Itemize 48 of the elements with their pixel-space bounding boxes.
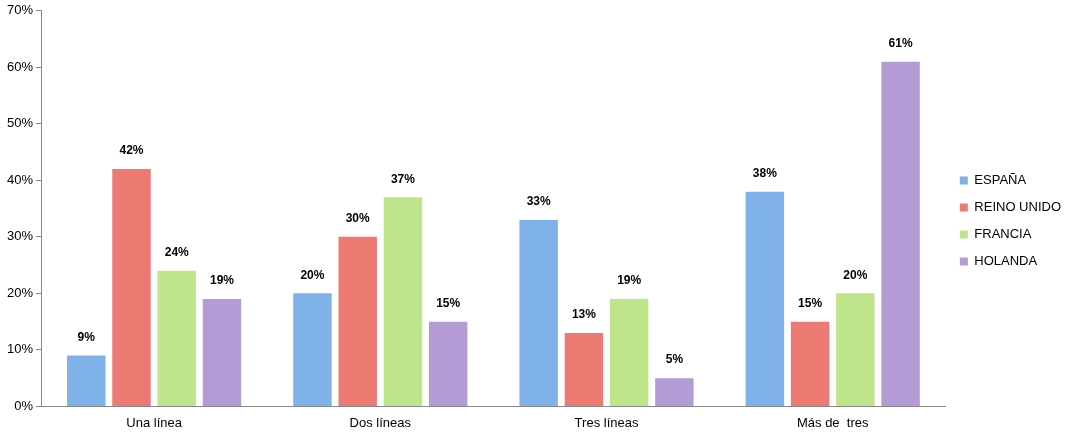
bar [519, 219, 558, 406]
bar [293, 293, 332, 406]
bar [157, 270, 196, 406]
text: 30% [345, 211, 370, 226]
legend-label: REINO UNIDO [974, 199, 1061, 215]
x-tick-label: Tres líneas [574, 414, 639, 430]
bar [836, 293, 875, 406]
y-tick-label: 70% [6, 2, 34, 18]
text: 19% [617, 273, 642, 288]
legend-label: ESPAÑA [974, 172, 1027, 188]
bar [655, 378, 694, 406]
y-tick-label: 30% [6, 228, 34, 244]
text: 5% [665, 352, 684, 367]
y-tick-label: 40% [6, 171, 34, 187]
y-tick-label: 20% [6, 284, 34, 300]
text: 19% [209, 273, 234, 288]
bar [112, 169, 151, 406]
text: 61% [888, 35, 913, 50]
text: 13% [571, 307, 596, 322]
bar [202, 299, 242, 406]
text: 37% [390, 171, 415, 186]
y-tick-label: 50% [6, 115, 34, 131]
bar [745, 191, 785, 406]
bar [881, 61, 920, 406]
bar [790, 321, 830, 406]
bar [564, 332, 604, 406]
text: 20% [300, 267, 325, 282]
bar [338, 236, 377, 406]
y-tick-label: 10% [6, 341, 34, 357]
text: 15% [798, 295, 823, 310]
y-tick-label: 60% [6, 58, 34, 74]
text: 42% [119, 143, 144, 158]
bar [609, 299, 649, 406]
text: 33% [526, 194, 551, 209]
legend-label: FRANCIA [974, 226, 1032, 242]
text: 15% [436, 295, 461, 310]
y-tick-label: 0% [14, 397, 34, 413]
text: 9% [77, 329, 95, 344]
x-tick-label: Más de tres [796, 414, 869, 430]
bar [67, 355, 106, 406]
bar [383, 197, 423, 406]
x-tick-label: Una línea [126, 414, 183, 430]
bar [428, 321, 468, 406]
text: 20% [843, 267, 868, 282]
legend-label: HOLANDA [974, 253, 1038, 269]
text: 24% [164, 245, 189, 260]
text: 38% [752, 165, 777, 180]
x-tick-label: Dos líneas [349, 414, 412, 430]
